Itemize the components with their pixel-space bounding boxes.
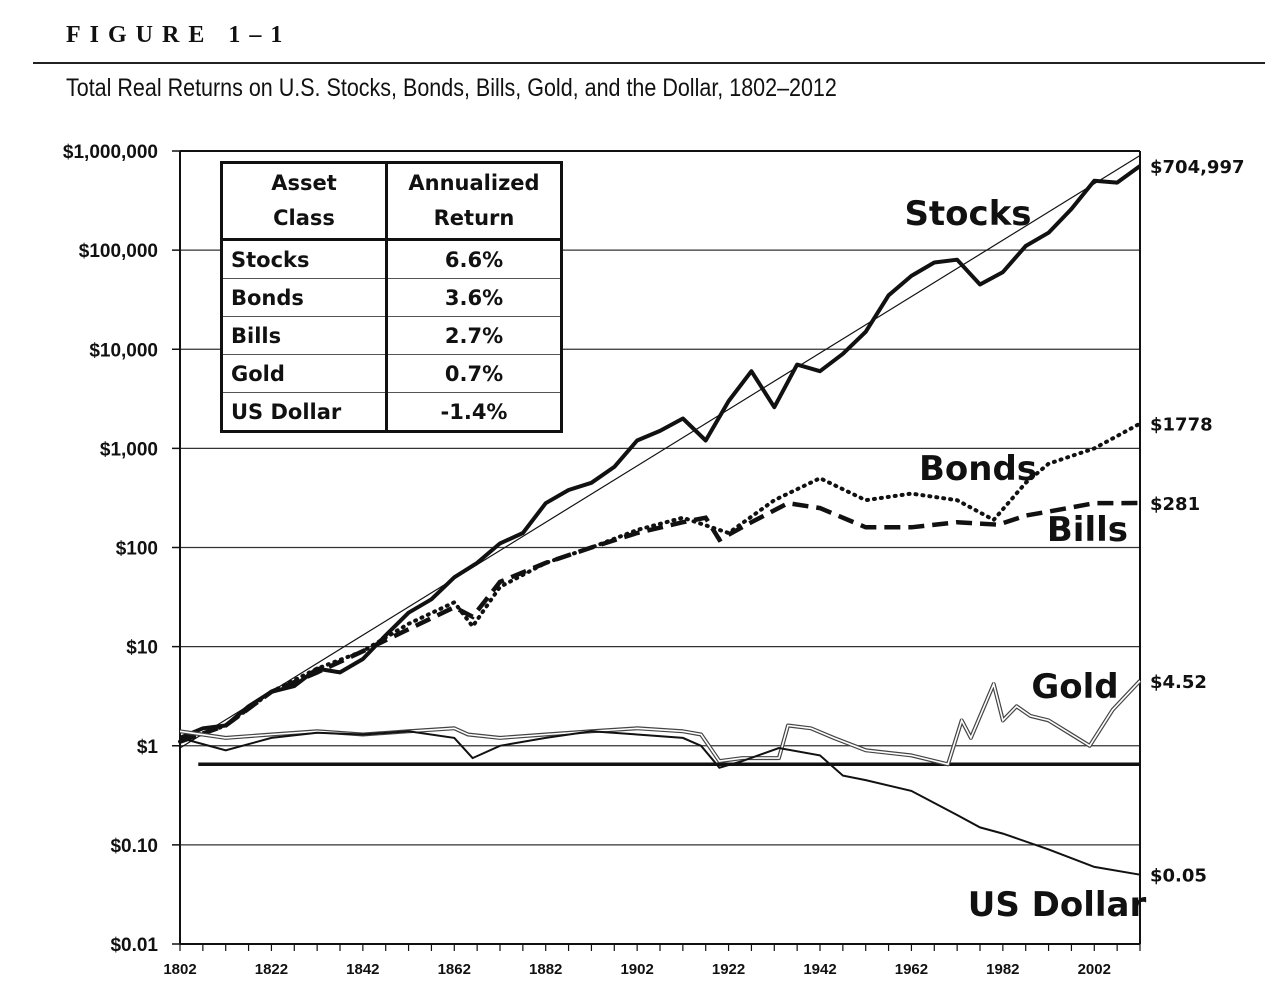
- end-label-gold: $4.52: [1150, 672, 1207, 693]
- x-tick-label: 2002: [1078, 961, 1111, 978]
- return-cell: 2.7%: [386, 316, 560, 355]
- series-name-gold: Gold: [1031, 667, 1118, 707]
- series-name-bonds: Bonds: [919, 449, 1037, 489]
- asset-cell: Stocks: [223, 239, 388, 279]
- table-row: Stocks 6.6%: [223, 239, 560, 279]
- y-tick-label: $1,000: [100, 439, 158, 460]
- series-line-bills: [179, 500, 1141, 744]
- table-row: Bills 2.7%: [223, 316, 560, 355]
- asset-cell: US Dollar: [223, 392, 388, 430]
- x-tick-label: 1982: [986, 961, 1019, 978]
- end-label-stocks: $704,997: [1150, 157, 1245, 178]
- series-name-stocks: Stocks: [904, 194, 1031, 234]
- return-cell: 0.7%: [386, 354, 560, 393]
- end-label-bills: $281: [1150, 494, 1200, 515]
- x-tick-label: 1962: [895, 961, 928, 978]
- series-line-gold-inner: [179, 680, 1141, 766]
- x-tick-label: 1802: [163, 961, 196, 978]
- y-tick-label: $0.01: [110, 935, 158, 956]
- y-tick-label: $10: [126, 638, 158, 659]
- chart-title: Total Real Returns on U.S. Stocks, Bonds…: [66, 74, 837, 102]
- end-value-labels: $704,997 $1778 $281 $4.52 $0.05: [1150, 157, 1245, 887]
- asset-cell: Bills: [223, 316, 388, 355]
- return-cell: 6.6%: [386, 239, 560, 279]
- series-lines: [178, 155, 1142, 876]
- y-tick-label: $1,000,000: [63, 142, 158, 163]
- x-tick-label: 1882: [529, 961, 562, 978]
- return-cell: -1.4%: [440, 399, 508, 424]
- title-rule: [33, 62, 1265, 64]
- x-tick-label: 1862: [438, 961, 471, 978]
- y-tick-label: $1: [137, 737, 159, 758]
- end-label-bonds: $1778: [1150, 415, 1213, 436]
- axes: [172, 150, 1141, 951]
- x-tick-label: 1922: [712, 961, 745, 978]
- y-tick-label: $100: [116, 539, 158, 560]
- series-name-bills: Bills: [1047, 510, 1128, 550]
- return-cell: 3.6%: [386, 278, 560, 317]
- asset-cell: Gold: [223, 354, 388, 393]
- table-header-asset-class: Asset Class: [223, 164, 388, 241]
- figure-label: FIGURE 1–1: [66, 22, 292, 48]
- end-label-us-dollar: $0.05: [1150, 866, 1207, 887]
- x-tick-label: 1902: [620, 961, 653, 978]
- series-name-us-dollar: US Dollar: [968, 885, 1147, 925]
- table-row: Gold 0.7%: [223, 354, 560, 393]
- returns-table: Asset Class Annualized Return Stocks 6.6…: [220, 161, 563, 433]
- x-tick-label: 1822: [255, 961, 288, 978]
- y-tick-label: $100,000: [79, 241, 158, 262]
- table-row: US Dollar -1.4%: [223, 392, 560, 430]
- asset-cell: Bonds: [223, 278, 388, 317]
- stocks-trend-line: [179, 155, 1141, 749]
- series-line-us-dollar: [179, 730, 1141, 876]
- x-tick-label: 1942: [803, 961, 836, 978]
- series-line-stocks: [179, 164, 1142, 740]
- table-row: Bonds 3.6%: [223, 278, 560, 317]
- y-tick-label: $10,000: [89, 340, 158, 361]
- x-tick-labels: 1802 1822 1842 1862 1882 1902 1922 1942 1962 1982…: [163, 961, 1111, 978]
- y-tick-label: $0.10: [110, 836, 158, 857]
- table-header-annualized-return: Annualized Return: [386, 164, 560, 241]
- y-tick-labels: $1,000,000 $100,000 $10,000 $1,000 $100 $10 $1…: [63, 142, 159, 956]
- x-tick-label: 1842: [346, 961, 379, 978]
